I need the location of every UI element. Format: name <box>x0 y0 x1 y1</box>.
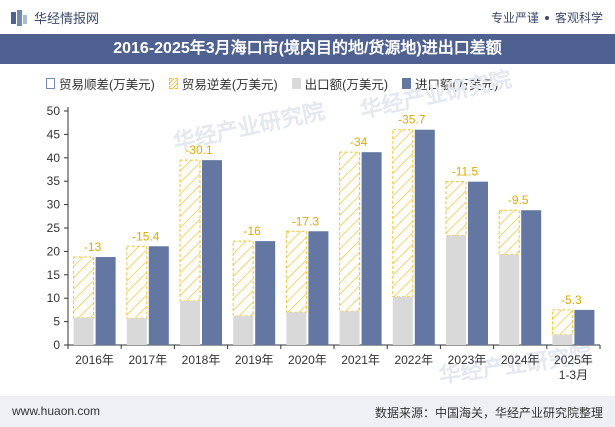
deficit-bar <box>179 159 201 302</box>
deficit-bar <box>392 129 414 298</box>
export-bar <box>126 318 147 345</box>
deficit-data-label: -5.3 <box>561 293 582 307</box>
deficit-data-label: -9.5 <box>508 193 529 207</box>
deficit-data-label: -30.1 <box>185 143 213 157</box>
y-tick-label: 25 <box>47 221 61 235</box>
legend-import-swatch <box>401 78 411 89</box>
deficit-bar <box>551 309 573 336</box>
legend-import-label: 进口额(万美元) <box>414 78 499 92</box>
deficit-data-label: -35.7 <box>398 113 426 127</box>
y-tick-label: 30 <box>47 198 61 212</box>
chart-title: 2016-2025年3月海口市(境内目的地/货源地)进出口差额 <box>0 34 615 64</box>
export-bar <box>73 317 94 345</box>
x-tick-label: 2018年 <box>182 353 221 367</box>
tag-objective: 客观科学 <box>554 11 603 25</box>
deficit-data-label: -11.5 <box>452 165 479 179</box>
import-bar <box>202 160 222 345</box>
x-tick-label: 2016年 <box>75 353 114 367</box>
import-bar <box>468 181 488 345</box>
deficit-bar <box>126 245 148 319</box>
y-tick-label: 10 <box>47 291 61 305</box>
huajing-logo-icon <box>11 9 27 26</box>
import-bar <box>148 246 169 345</box>
y-tick-label: 50 <box>47 104 61 118</box>
legend-surplus-label: 贸易顺差(万美元) <box>59 78 155 92</box>
bar-chart: 华经产业研究院华经产业研究院华经产业研究院0510152025303540455… <box>47 66 601 388</box>
separator-dot <box>544 15 549 20</box>
deficit-bar <box>232 240 254 317</box>
import-bar <box>521 210 542 345</box>
import-bar <box>361 152 382 345</box>
import-bar <box>414 129 435 345</box>
deficit-data-label: -34 <box>350 135 368 149</box>
legend-surplus: 贸易顺差(万美元) <box>46 74 155 93</box>
legend-export-label: 出口额(万美元) <box>304 78 388 92</box>
import-bar <box>255 241 276 345</box>
x-tick-label: 2017年 <box>128 353 167 367</box>
x-tick-label: 2021年 <box>341 353 380 367</box>
header-tags: 专业严谨 客观科学 <box>491 9 603 26</box>
export-bar <box>446 235 466 345</box>
deficit-bar <box>445 181 467 236</box>
y-tick-label: 20 <box>47 244 61 258</box>
y-tick-label: 0 <box>53 338 60 352</box>
y-tick-label: 45 <box>47 127 61 141</box>
x-tick-label: 2025年 <box>554 353 593 367</box>
export-bar <box>392 296 413 345</box>
y-tick-label: 5 <box>53 315 60 329</box>
x-tick-label: 2022年 <box>394 353 433 367</box>
deficit-data-label: -13 <box>84 240 102 254</box>
x-tick-label: 2024年 <box>501 353 540 367</box>
y-tick-label: 15 <box>47 268 61 282</box>
export-bar <box>339 311 360 345</box>
export-bar <box>180 301 200 345</box>
deficit-bar <box>73 256 95 319</box>
footer: www.huaon.com 数据来源：中国海关，华经产业研究院整理 <box>0 396 615 427</box>
chart-legend: 贸易顺差(万美元) 贸易逆差(万美元) 出口额(万美元) 进口额(万美元) <box>46 74 498 93</box>
legend-export-swatch <box>291 78 301 89</box>
deficit-data-label: -15.4 <box>132 229 160 243</box>
deficit-data-label: -17.3 <box>292 214 320 228</box>
x-tick-label: 1-3月 <box>559 368 588 382</box>
deficit-bar <box>285 230 307 313</box>
footer-url[interactable]: www.huaon.com <box>12 404 101 418</box>
import-bar <box>308 231 329 345</box>
watermark-text: 华经产业研究院 <box>358 66 514 122</box>
brand-name: 华经情报网 <box>34 11 100 26</box>
import-bar <box>95 257 116 345</box>
y-tick-label: 35 <box>47 174 61 188</box>
export-bar <box>552 334 573 345</box>
legend-deficit-swatch <box>168 78 178 89</box>
legend-export: 出口额(万美元) <box>291 74 388 93</box>
import-bar <box>574 309 595 345</box>
top-bar: 华经情报网 专业严谨 客观科学 <box>0 0 615 34</box>
brand: 华经情报网 <box>10 8 99 27</box>
x-tick-label: 2019年 <box>235 353 274 367</box>
x-tick-label: 2020年 <box>288 353 327 367</box>
deficit-data-label: -16 <box>244 224 262 238</box>
deficit-bar <box>339 151 361 312</box>
tag-professional: 专业严谨 <box>490 11 539 25</box>
x-tick-label: 2023年 <box>448 353 487 367</box>
legend-import: 进口额(万美元) <box>401 74 499 93</box>
export-bar <box>286 312 307 345</box>
legend-surplus-swatch <box>46 78 55 89</box>
export-bar <box>233 315 254 345</box>
y-tick-label: 40 <box>47 151 61 165</box>
legend-deficit-label: 贸易逆差(万美元) <box>181 78 278 92</box>
legend-deficit: 贸易逆差(万美元) <box>168 74 278 93</box>
footer-source: 数据来源：中国海关，华经产业研究院整理 <box>374 406 603 420</box>
deficit-bar <box>498 209 520 256</box>
export-bar <box>499 254 520 345</box>
